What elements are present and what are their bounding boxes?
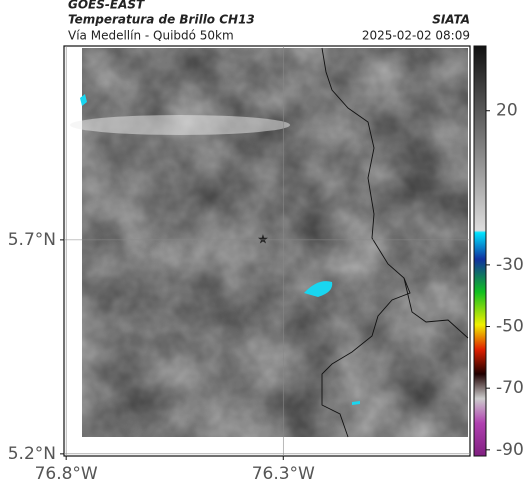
title: GOES-EAST [68, 0, 145, 12]
colorbar-tick-label: -70 [496, 378, 524, 398]
y-tick-label: 5.2°N [8, 444, 56, 464]
agency: SIATA [432, 13, 470, 27]
datetime: 2025-02-02 08:09 [362, 29, 470, 43]
x-tick-label: 76.8°W [35, 464, 98, 484]
colorbar [473, 45, 487, 457]
y-tick-label: 5.7°N [8, 230, 56, 250]
map-frame [63, 45, 471, 457]
route: Vía Medellín - Quibdó 50km [68, 29, 234, 43]
colorbar-tick-label: 20 [496, 101, 518, 121]
colorbar-tick-label: -30 [496, 255, 524, 275]
x-tick-label: 76.3°W [252, 464, 315, 484]
colorbar-tick-label: -90 [496, 440, 524, 460]
satellite-image [70, 48, 468, 437]
subtitle: Temperatura de Brillo CH13 [68, 13, 255, 27]
colorbar-tick-label: -50 [496, 317, 524, 337]
border [403, 277, 469, 339]
